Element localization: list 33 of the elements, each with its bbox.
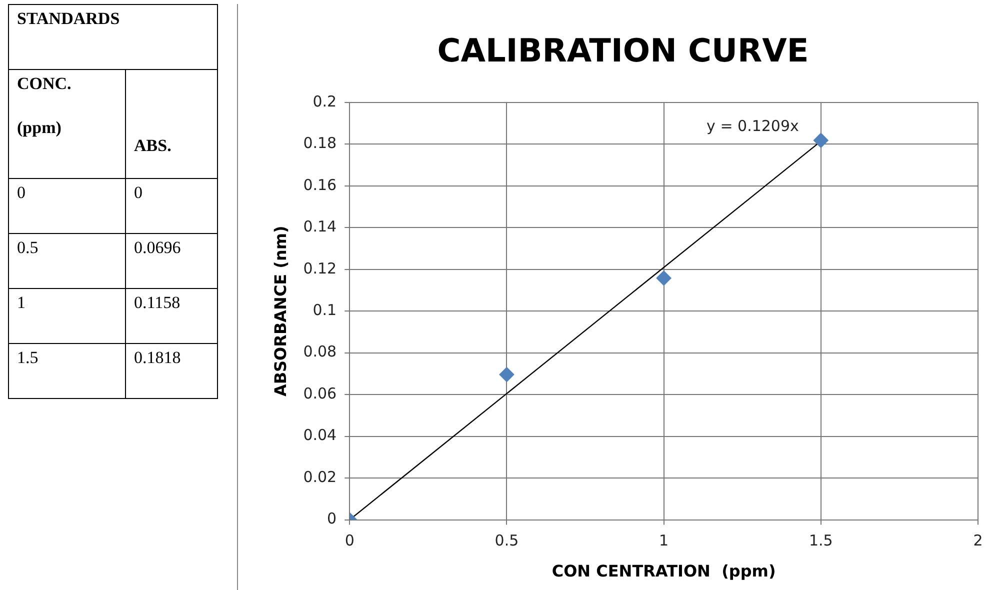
x-tick-label: 1.5: [808, 532, 833, 550]
text: 0.5: [8, 234, 126, 288]
text: ABS.: [126, 70, 218, 178]
chart-title: CALIBRATION CURVE: [437, 32, 809, 70]
text: 0.0696: [126, 234, 218, 288]
text: STANDARDS: [8, 4, 218, 70]
x-tick-label: 0.5: [494, 532, 519, 550]
y-tick-label: 0.2: [312, 92, 337, 110]
point: [656, 270, 672, 286]
text: 1: [8, 288, 126, 344]
y-tick-label: 0.14: [303, 218, 337, 236]
x-tick-label: 0: [344, 532, 354, 550]
y-tick-label: 0.12: [303, 259, 337, 278]
y-tick-label: 0.16: [303, 176, 337, 194]
text: 0: [126, 178, 218, 234]
x-tick-label: 2: [973, 532, 983, 550]
text: 0.1818: [126, 344, 218, 398]
y-tick-label: 0.04: [303, 426, 337, 444]
y-tick-label: 0.08: [303, 342, 337, 361]
text: 1.5: [8, 344, 126, 398]
y-tick-label: 0.18: [303, 134, 337, 152]
y-tick-label: 0.1: [312, 300, 337, 319]
y-axis-title: ABSORBANCE (nm): [270, 226, 290, 397]
text: 0: [8, 178, 126, 234]
y-tick-label: 0: [327, 510, 337, 528]
y-tick-label: 0.02: [303, 468, 337, 486]
text: 0.1158: [126, 288, 218, 344]
x-axis-title: CON CENTRATION (ppm): [552, 562, 776, 581]
text: CONC. (ppm): [17, 74, 72, 137]
y-tick-label: 0.06: [303, 384, 337, 402]
x-tick-label: 1: [659, 532, 669, 550]
point: [813, 132, 828, 148]
annotation: y = 0.1209x: [706, 117, 800, 136]
